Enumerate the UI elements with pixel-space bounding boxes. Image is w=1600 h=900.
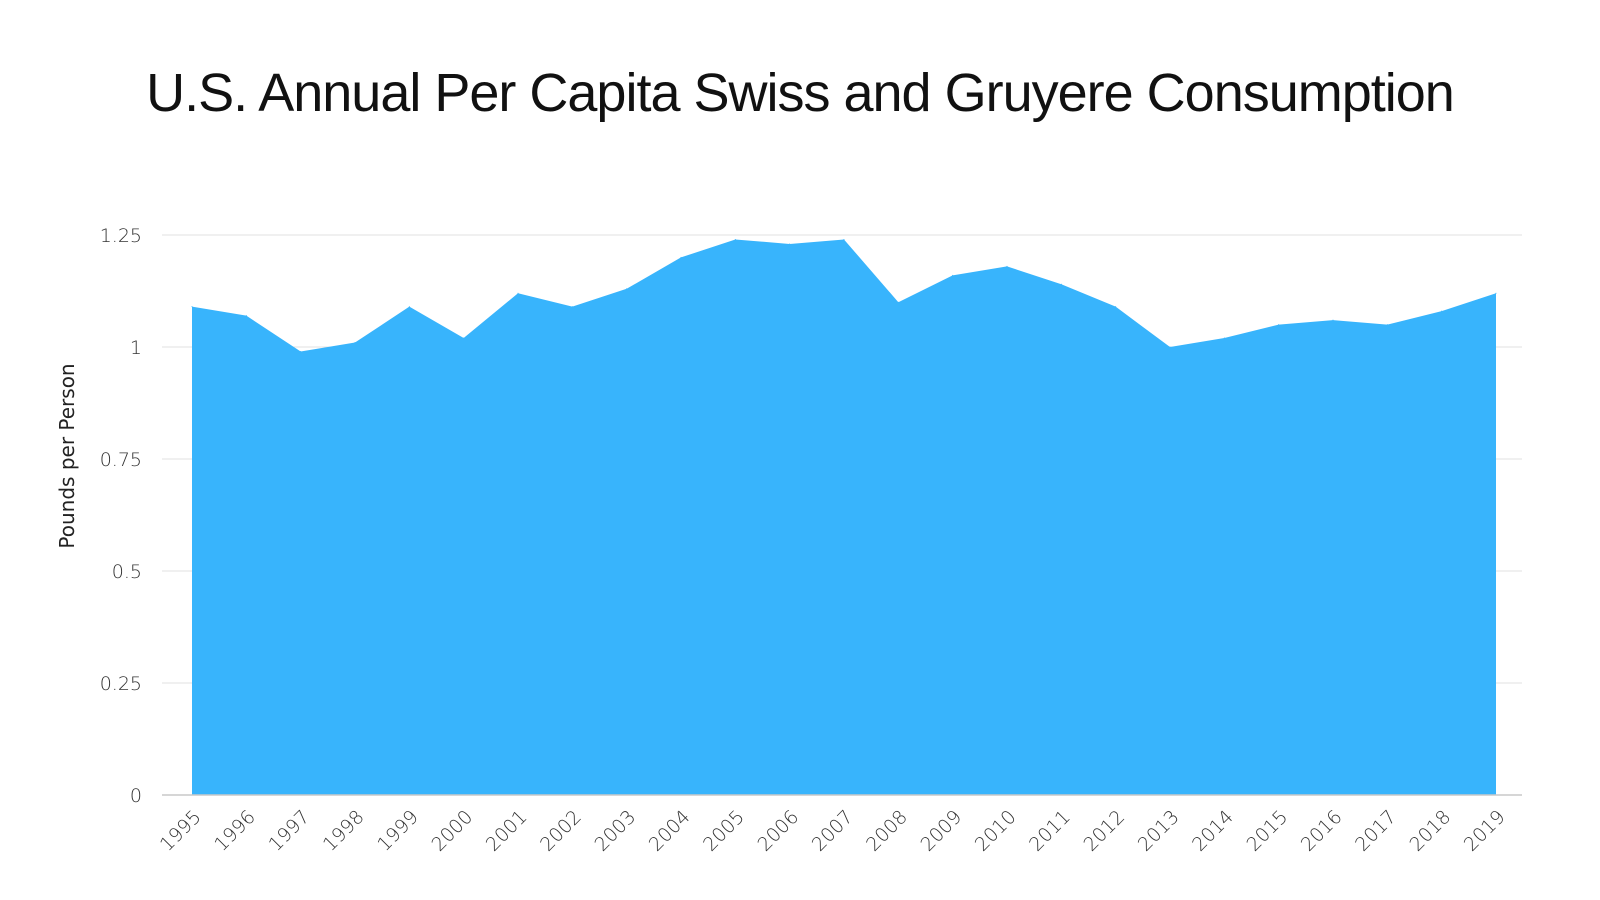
data-point-2007 (843, 238, 845, 240)
x-tick-label: 2004 (645, 806, 695, 856)
x-tick-label: 2019 (1460, 806, 1510, 856)
data-point-2015 (1278, 324, 1280, 326)
x-tick-label: 2018 (1405, 806, 1455, 856)
y-tick-label: 0 (130, 785, 142, 807)
data-point-2005 (734, 238, 736, 240)
x-tick-label: 2013 (1134, 806, 1184, 856)
x-tick-label: 2015 (1242, 806, 1292, 856)
x-tick-label: 2017 (1351, 806, 1401, 856)
data-point-2003 (626, 288, 628, 290)
x-tick-label: 2003 (590, 806, 640, 856)
x-tick-label: 2009 (916, 806, 966, 856)
x-tick-label: 1999 (373, 806, 423, 856)
data-point-1999 (408, 306, 410, 308)
x-tick-label: 2014 (1188, 806, 1238, 856)
x-tick-label: 2005 (699, 806, 749, 856)
data-point-2006 (789, 243, 791, 245)
data-point-2012 (1115, 306, 1117, 308)
data-point-2019 (1495, 292, 1497, 294)
y-tick-label: 0.25 (100, 673, 142, 695)
y-tick-label: 0.5 (112, 561, 142, 583)
data-point-2016 (1332, 319, 1334, 321)
x-tick-label: 2016 (1297, 806, 1347, 856)
x-tick-label: 2007 (808, 806, 858, 856)
data-point-2008 (897, 301, 899, 303)
area-fill (192, 239, 1496, 796)
chart-title: U.S. Annual Per Capita Swiss and Gruyere… (146, 63, 1455, 123)
data-point-2011 (1060, 283, 1062, 285)
x-tick-label: 2008 (862, 806, 912, 856)
data-point-2002 (571, 306, 573, 308)
x-tick-label: 1997 (264, 806, 314, 856)
data-point-1997 (300, 350, 302, 352)
x-tick-label: 2006 (753, 806, 803, 856)
y-tick-label: 1.25 (100, 225, 142, 247)
data-point-2013 (1169, 346, 1171, 348)
x-tick-label: 1995 (156, 806, 206, 856)
x-tick-label: 1998 (319, 806, 369, 856)
data-point-1995 (191, 306, 193, 308)
data-point-2014 (1223, 337, 1225, 339)
x-axis: 1995 1996 1997 1998 1999 2000 2001 2002 2003 2004… (156, 806, 1510, 856)
y-tick-label: 1 (130, 337, 142, 359)
data-point-2010 (1006, 265, 1008, 267)
x-tick-label: 2010 (971, 806, 1021, 856)
data-point-2004 (680, 256, 682, 258)
area-series (162, 238, 1522, 796)
x-tick-label: 2001 (482, 806, 532, 856)
x-tick-label: 2011 (1025, 806, 1075, 856)
data-point-2001 (517, 292, 519, 294)
x-tick-label: 1996 (210, 806, 260, 856)
x-tick-label: 2012 (1079, 806, 1129, 856)
data-point-2000 (463, 337, 465, 339)
y-tick-label: 0.75 (100, 449, 142, 471)
y-axis: 0 0.25 0.5 0.75 1 1.25 (100, 225, 142, 807)
data-point-2009 (952, 274, 954, 276)
data-point-2017 (1386, 324, 1388, 326)
x-tick-label: 2000 (427, 806, 477, 856)
data-point-2018 (1441, 310, 1443, 312)
x-tick-label: 2002 (536, 806, 586, 856)
data-point-1996 (245, 315, 247, 317)
data-point-1998 (354, 342, 356, 344)
y-axis-title: Pounds per Person (55, 363, 79, 548)
